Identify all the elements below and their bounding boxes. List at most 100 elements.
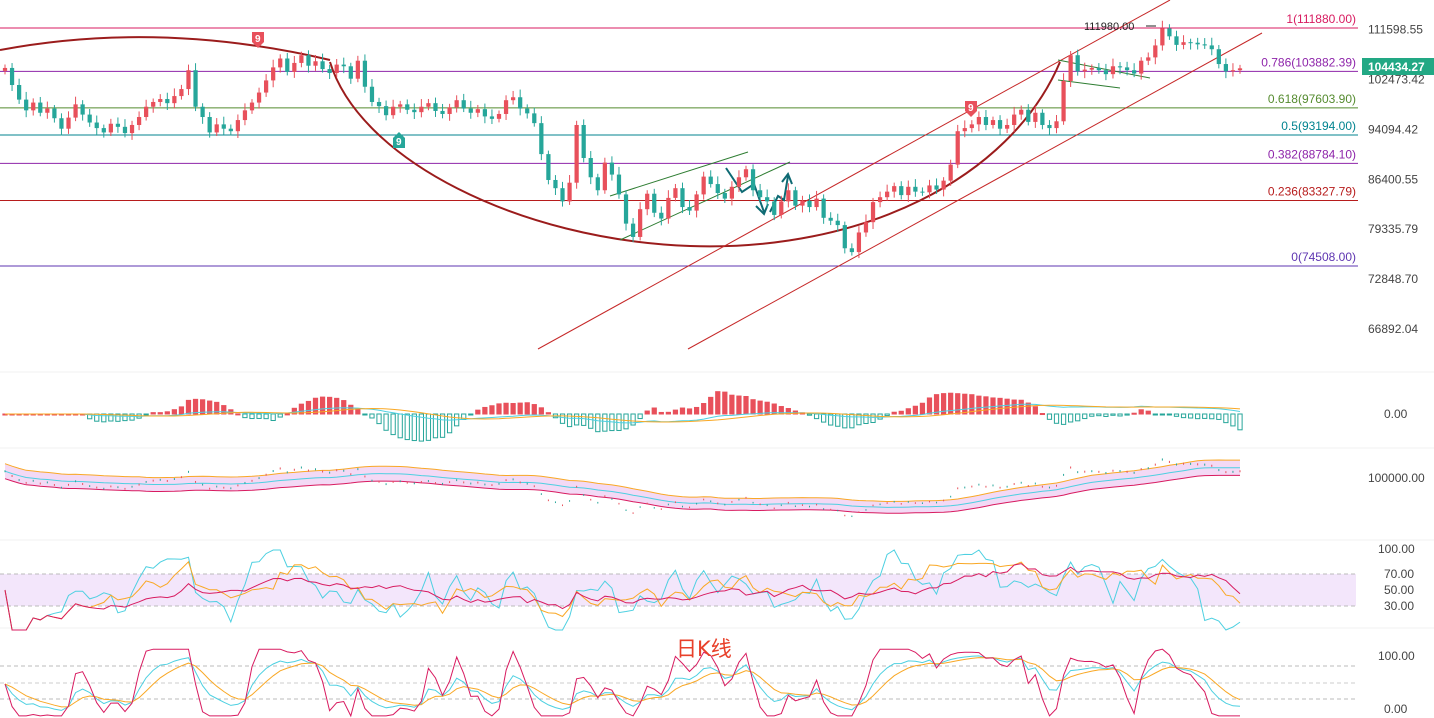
macd-histogram-bar	[856, 413, 862, 426]
candle-body	[2, 67, 8, 71]
macd-histogram-bar	[898, 410, 904, 415]
macd-histogram-bar	[1216, 413, 1222, 420]
candle-body	[503, 100, 509, 114]
macd-histogram-bar	[693, 406, 700, 415]
candle-body	[962, 128, 967, 132]
flag-line-lower	[1057, 79, 1121, 89]
macd-histogram-bar	[1202, 413, 1208, 419]
candle-body	[1195, 42, 1200, 45]
candle-body	[179, 89, 184, 97]
candle-body	[518, 97, 523, 109]
kdj-axis-100: 100.00	[1378, 649, 1415, 663]
candle-body	[1033, 112, 1038, 122]
flag-line-upper	[1057, 59, 1151, 79]
macd-histogram-bar	[418, 413, 424, 442]
candle-body	[997, 120, 1003, 129]
macd-histogram-bar	[1025, 402, 1031, 415]
candle-body	[899, 186, 904, 196]
macd-histogram-bar	[828, 413, 834, 426]
current-price-label: 104434.27	[1368, 60, 1425, 74]
kdj-k-line	[4, 655, 1241, 711]
candle-body	[842, 225, 847, 249]
macd-histogram-bar	[1068, 413, 1074, 423]
macd-histogram-bar	[277, 413, 283, 418]
macd-histogram-bar	[1124, 413, 1130, 416]
macd-histogram-bar	[722, 391, 728, 415]
candle-body	[158, 99, 163, 102]
macd-histogram-bar	[496, 403, 502, 415]
macd-histogram-bar	[588, 413, 594, 429]
candle-body	[1146, 57, 1151, 61]
candle-body	[461, 100, 466, 109]
candle-body	[863, 222, 869, 233]
macd-histogram-bar	[355, 408, 361, 415]
macd-histogram-bar	[432, 413, 439, 439]
candle-body	[1096, 67, 1101, 71]
macd-indicator	[2, 391, 1243, 442]
candle-body	[66, 117, 71, 129]
candle-body	[743, 169, 749, 178]
candle-body	[108, 123, 113, 133]
macd-histogram-bar	[1053, 413, 1060, 424]
price-axis-tick: 66892.04	[1368, 322, 1418, 336]
macd-histogram-bar	[849, 413, 855, 429]
candle-body	[334, 64, 339, 74]
candle-body	[581, 124, 586, 159]
fib-label-1: 1(111880.00)	[1286, 12, 1356, 26]
candle-body	[151, 101, 156, 107]
candle-body	[31, 102, 36, 111]
macd-histogram-bar	[976, 395, 982, 415]
candle-body	[1237, 68, 1243, 71]
macd-histogram-bar	[1173, 413, 1180, 417]
candle-body	[172, 96, 177, 104]
td-badge-1: 9	[252, 32, 264, 48]
candle-body	[750, 169, 756, 191]
td-badge-2-label: 9	[396, 137, 402, 148]
cup-arc-pattern	[0, 36, 331, 61]
price-axis-tick: 79335.79	[1368, 222, 1418, 236]
macd-histogram-bar	[305, 400, 312, 415]
macd-histogram-bar	[362, 413, 368, 416]
rsi-line-6	[4, 549, 1241, 631]
macd-histogram-bar	[715, 391, 721, 415]
candle-body	[412, 109, 417, 113]
macd-histogram-bar	[1145, 410, 1151, 415]
candle-body	[447, 107, 452, 114]
macd-dea-line	[5, 404, 1241, 423]
macd-histogram-bar	[940, 393, 947, 415]
macd-histogram-bar	[192, 398, 199, 415]
macd-histogram-bar	[1159, 413, 1165, 416]
macd-histogram-bar	[969, 394, 975, 415]
candle-body	[426, 103, 431, 107]
candle-body	[602, 162, 607, 191]
macd-histogram-bar	[679, 407, 686, 415]
candle-body	[376, 101, 382, 107]
candle-body	[828, 217, 833, 221]
candle-body	[913, 186, 918, 192]
candle-body	[539, 123, 544, 155]
macd-histogram-bar	[905, 408, 911, 415]
macd-axis-zero: 0.00	[1384, 407, 1408, 421]
candle-body	[574, 124, 579, 183]
macd-histogram-bar	[1089, 413, 1095, 417]
candle-body	[45, 108, 50, 113]
candle-body	[1082, 69, 1087, 72]
arrow-down-icon	[725, 167, 769, 216]
fib-label-0_5: 0.5(93194.00)	[1281, 119, 1356, 133]
candle-body	[1174, 36, 1179, 45]
candle-body	[144, 106, 149, 118]
wedge-line-lower	[619, 161, 791, 241]
candle-body	[906, 186, 911, 196]
high-annotation: 111980.00	[1084, 21, 1134, 33]
kdj-j-line	[4, 648, 1240, 718]
macd-histogram-bar	[912, 405, 918, 415]
macd-histogram-bar	[249, 413, 255, 420]
candle-body	[391, 106, 396, 116]
macd-histogram-bar	[1060, 413, 1067, 425]
candle-body	[1089, 67, 1094, 70]
macd-histogram-bar	[327, 396, 333, 415]
macd-histogram-bar	[870, 413, 876, 424]
fib-label-0_786: 0.786(103882.39)	[1261, 55, 1356, 69]
macd-histogram-bar	[531, 404, 537, 415]
